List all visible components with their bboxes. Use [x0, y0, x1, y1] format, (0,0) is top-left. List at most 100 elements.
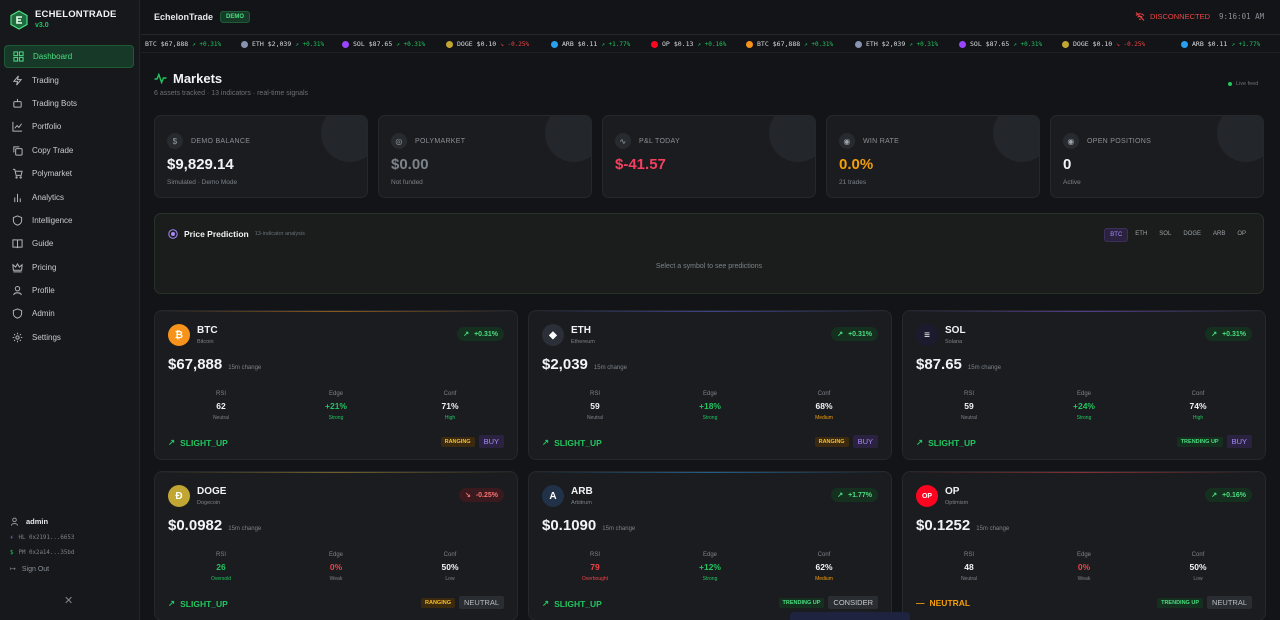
- symbol-tab-eth[interactable]: ETH: [1135, 231, 1148, 237]
- ticker-item[interactable]: DOGE $0.10 ↘ -0.25%: [1062, 40, 1145, 48]
- ticker-item[interactable]: ETH $2,039 ↗ +0.31%: [855, 40, 938, 48]
- grid-icon: [13, 51, 24, 62]
- asset-card-doge[interactable]: Ð DOGE Dogecoin ↘ -0.25% $0.0982 15m change RSI…: [154, 471, 518, 620]
- action-badge[interactable]: BUY: [852, 435, 878, 448]
- metric-status: Neutral: [212, 415, 230, 421]
- stat-value: $9,829.14: [167, 156, 234, 173]
- metric-value: 62: [216, 401, 226, 411]
- metric-label: Edge: [1076, 391, 1091, 397]
- metric-value: 26: [216, 562, 226, 572]
- prediction-subtitle: 13-indicator analysis: [254, 231, 305, 237]
- metric-value: +18%: [699, 401, 721, 411]
- action-badge[interactable]: BUY: [478, 435, 504, 448]
- connection-status[interactable]: DISCONNECTED: [1135, 12, 1210, 21]
- topbar: EchelonTrade DEMO DISCONNECTED 9:16:01 A…: [141, 0, 1280, 35]
- price-value: $0.1090: [542, 517, 597, 534]
- metric-label: Edge: [328, 391, 343, 397]
- gear-icon: [12, 332, 23, 343]
- card-accent: [903, 311, 1265, 312]
- sidebar-item-admin[interactable]: Admin: [4, 302, 134, 325]
- pm-address[interactable]: $ PM 0x2a14...35bd: [10, 550, 130, 556]
- hl-address[interactable]: ⚡ HL 0x2191...6653: [10, 535, 130, 541]
- change-value: +0.31%: [848, 330, 872, 338]
- asset-card-eth[interactable]: ◆ ETH Ethereum ↗ +0.31% $2,039 15m change RSI 59…: [528, 310, 892, 460]
- sidebar-item-pricing[interactable]: Pricing: [4, 256, 134, 279]
- symbol-tab-arb[interactable]: ARB: [1212, 231, 1226, 237]
- metric-rsi: RSI 59 Neutral: [929, 391, 1009, 421]
- ticker-item[interactable]: BTC $67,888 ↗ +0.31%: [746, 40, 833, 48]
- price-period: 15m change: [228, 365, 262, 371]
- metric-label: Conf: [817, 391, 831, 397]
- symbol-tab-op[interactable]: OP: [1237, 231, 1246, 237]
- symbol-tab-btc[interactable]: BTC: [1104, 228, 1129, 242]
- asset-card-btc[interactable]: ₿ BTC Bitcoin ↗ +0.31% $67,888 15m change RSI 62…: [154, 310, 518, 460]
- sidebar-item-polymarket[interactable]: Polymarket: [4, 162, 134, 185]
- stat-value: 0.0%: [839, 156, 874, 173]
- action-badge[interactable]: NEUTRAL: [458, 596, 504, 609]
- close-icon[interactable]: ✕: [64, 595, 74, 607]
- sidebar-item-label: Pricing: [32, 262, 57, 272]
- ticker-item[interactable]: DOGE $0.10 ↘ -0.25%: [446, 40, 529, 48]
- ticker-symbol: BTC: [757, 40, 769, 48]
- ticker-item[interactable]: BTC $67,888 ↗ +0.31%: [145, 40, 221, 48]
- sign-out-button[interactable]: ↦ Sign Out: [10, 565, 130, 574]
- metric-edge: Edge +21% Strong: [296, 391, 376, 421]
- sidebar-item-intelligence[interactable]: Intelligence: [4, 209, 134, 232]
- card-tags: TRENDING UP BUY: [1176, 435, 1252, 448]
- asset-card-sol[interactable]: ≡ SOL Solana ↗ +0.31% $87.65 15m change RSI 59 Ne…: [902, 310, 1266, 460]
- sidebar-item-dashboard[interactable]: Dashboard: [4, 45, 134, 69]
- sidebar-item-label: Copy Trade: [32, 145, 74, 155]
- change-badge: ↗ +0.31%: [1205, 327, 1252, 341]
- asset-card-op[interactable]: OP OP Optimism ↗ +0.16% $0.1252 15m change RSI 4…: [902, 471, 1266, 620]
- trend-flat-icon: —: [916, 598, 925, 608]
- asset-price: $2,039 15m change: [542, 356, 627, 373]
- sidebar-item-guide[interactable]: Guide: [4, 232, 134, 255]
- coin-icon: [746, 40, 753, 48]
- prediction-title-text: Price Prediction: [184, 229, 249, 239]
- metric-rsi: RSI 59 Neutral: [555, 391, 635, 421]
- asset-symbol: SOL: [945, 325, 966, 336]
- page-title-text: Markets: [173, 71, 223, 86]
- ticker-price: $2,039: [267, 40, 292, 48]
- sidebar-item-analytics[interactable]: Analytics: [4, 185, 134, 208]
- ticker-item[interactable]: ARB $0.11 ↗ +1.77%: [551, 40, 630, 48]
- metric-rsi: RSI 48 Neutral: [929, 552, 1009, 582]
- card-accent: [529, 311, 891, 312]
- arrow-up-right-icon: ↗: [837, 331, 844, 338]
- ticker-price: $0.11: [1207, 40, 1228, 48]
- bot-icon: [13, 98, 22, 108]
- action-badge[interactable]: CONSIDER: [828, 596, 878, 609]
- regime-badge: RANGING: [814, 436, 849, 447]
- metric-label: Conf: [817, 552, 831, 558]
- sidebar-item-trading-bots[interactable]: Trading Bots: [4, 92, 134, 115]
- sidebar-item-profile[interactable]: Profile: [4, 279, 134, 302]
- action-badge[interactable]: NEUTRAL: [1206, 596, 1252, 609]
- ticker-price: $0.10: [476, 40, 497, 48]
- asset-card-arb[interactable]: A ARB Arbitrum ↗ +1.77% $0.1090 15m change RSI 7…: [528, 471, 892, 620]
- logo[interactable]: ECHELONTRADE v3.0: [10, 9, 117, 30]
- sidebar-item-portfolio[interactable]: Portfolio: [4, 115, 134, 138]
- metric-status: High: [1192, 415, 1204, 421]
- ticker-item[interactable]: OP $0.13 ↗ +0.16%: [651, 40, 726, 48]
- action-badge[interactable]: BUY: [1226, 435, 1252, 448]
- coin-icon: [241, 40, 248, 48]
- card-accent: [155, 472, 517, 473]
- trend-up-icon: ↗: [542, 437, 550, 447]
- card-decoration: [993, 116, 1039, 162]
- stat-card-p-l-today: ∿ P&L TODAY $-41.57: [602, 115, 816, 198]
- metric-value: 48: [964, 562, 974, 572]
- symbol-tab-doge[interactable]: DOGE: [1183, 231, 1201, 237]
- symbol-tab-sol[interactable]: SOL: [1159, 231, 1172, 237]
- ticker-item[interactable]: SOL $87.65 ↗ +0.31%: [342, 40, 425, 48]
- ticker-item[interactable]: ARB $0.11 ↗ +1.77%: [1181, 40, 1260, 48]
- ticker-item[interactable]: SOL $87.65 ↗ +0.31%: [959, 40, 1042, 48]
- user-row[interactable]: admin: [10, 517, 130, 526]
- stat-label-text: OPEN POSITIONS: [1087, 137, 1152, 145]
- ticker-change: ↗ +0.31%: [396, 40, 426, 48]
- page-subtitle: 6 assets tracked · 13 indicators · real-…: [154, 90, 309, 97]
- sidebar-item-trading[interactable]: Trading: [4, 68, 134, 91]
- sidebar-item-settings[interactable]: Settings: [4, 326, 134, 349]
- sidebar-item-copy-trade[interactable]: Copy Trade: [4, 139, 134, 162]
- metric-status: Low: [445, 576, 455, 582]
- ticker-item[interactable]: ETH $2,039 ↗ +0.31%: [241, 40, 324, 48]
